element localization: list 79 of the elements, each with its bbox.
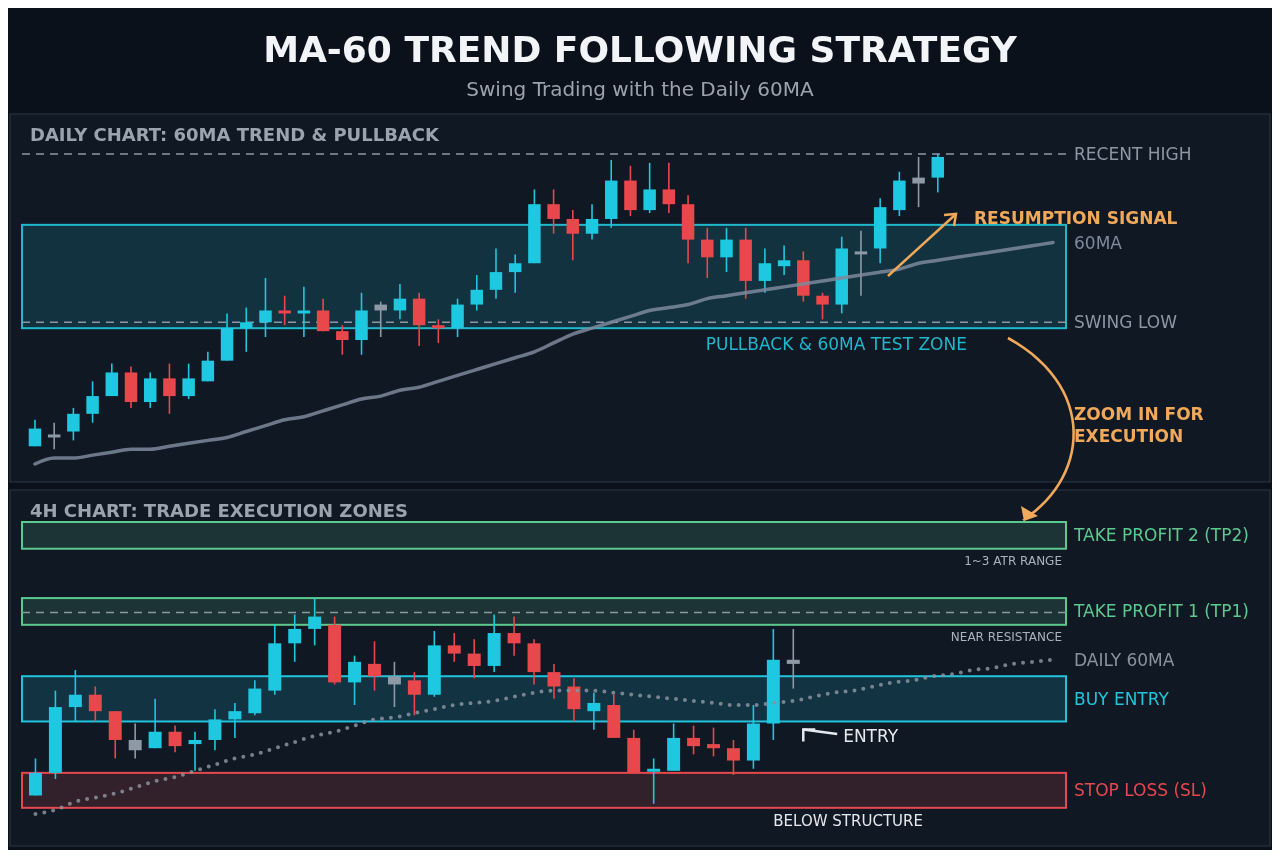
candlestick (288, 613, 302, 663)
candlestick (567, 677, 581, 723)
band-label: TAKE PROFIT 1 (TP1) (1073, 601, 1249, 622)
candlestick (758, 247, 772, 294)
candlestick (720, 227, 733, 273)
candlestick (259, 277, 272, 338)
annotation: ENTRY (843, 726, 899, 747)
ref-line-label: RECENT HIGH (1074, 144, 1192, 164)
candlestick (726, 739, 740, 776)
candlestick (348, 654, 362, 706)
candlestick (128, 722, 142, 760)
candlestick (188, 730, 202, 772)
candlestick (931, 153, 945, 194)
ref-line-label: SWING LOW (1074, 312, 1178, 333)
candlestick (68, 669, 82, 723)
candlestick (447, 632, 461, 663)
candlestick (86, 380, 99, 424)
candlestick (368, 640, 381, 692)
chart-title: MA-60 TREND FOLLOWING STRATEGY (263, 29, 1018, 70)
candlestick (854, 229, 868, 297)
text: BELOW STRUCTURE (773, 811, 923, 830)
candlestick (912, 156, 925, 208)
candlestick (393, 283, 407, 321)
candlestick (508, 253, 522, 294)
candlestick (432, 318, 445, 344)
candlestick (786, 628, 800, 690)
candlestick (662, 162, 676, 214)
candlestick (297, 286, 311, 338)
candlestick (28, 418, 42, 448)
candlestick (88, 685, 102, 723)
candlestick (470, 274, 484, 312)
candlestick (547, 188, 560, 235)
candlestick (587, 691, 601, 731)
candlestick (647, 757, 661, 805)
band-label: BUY ENTRY (1074, 688, 1170, 709)
candlestick (387, 661, 401, 708)
candlestick (182, 362, 195, 400)
band-label: TAKE PROFIT 2 (TP2) (1073, 525, 1249, 546)
candlestick (467, 638, 481, 680)
candlestick (701, 227, 714, 279)
candlestick (566, 209, 580, 262)
candlestick (707, 726, 720, 758)
candlestick (105, 362, 119, 397)
annotation: RESUMPTION SIGNAL (974, 208, 1178, 228)
candlestick (240, 306, 253, 353)
candlestick (777, 244, 791, 276)
text: 1~3 ATR RANGE (964, 553, 1062, 568)
candlestick (687, 724, 701, 756)
annotation: NEAR RESISTANCE (950, 629, 1062, 644)
text: DAILY CHART: 60MA TREND & PULLBACK (30, 124, 440, 145)
candlestick (228, 702, 242, 739)
candlestick (507, 615, 521, 657)
candlestick (547, 663, 561, 700)
candlestick (278, 294, 291, 327)
candlestick (336, 324, 349, 356)
candlestick (585, 203, 599, 241)
chart-subtitle: Swing Trading with the Daily 60MA (466, 77, 815, 101)
text: ZOOM IN FOR EXECUTION (1074, 404, 1204, 446)
band-label: PULLBACK & 60MA TEST ZONE (705, 334, 967, 355)
candlestick (643, 162, 656, 214)
candlestick (208, 708, 222, 752)
candlestick (168, 724, 182, 754)
candlestick (308, 597, 322, 647)
candlestick (163, 362, 176, 415)
candlestick (201, 351, 215, 383)
series-label: 60MA (1074, 232, 1123, 253)
candlestick (143, 371, 157, 409)
candlestick (316, 297, 330, 332)
candlestick (489, 247, 503, 300)
candlestick (148, 698, 162, 749)
text: 4H CHART: TRADE EXECUTION ZONES (30, 500, 409, 521)
band-label: STOP LOSS (SL) (1074, 780, 1207, 801)
candlestick (47, 421, 61, 451)
series-label: DAILY 60MA (1074, 649, 1175, 670)
candlestick (67, 407, 80, 442)
candlestick (407, 671, 421, 717)
candlestick (28, 757, 42, 797)
candlestick (451, 297, 464, 338)
candlestick (816, 291, 829, 321)
